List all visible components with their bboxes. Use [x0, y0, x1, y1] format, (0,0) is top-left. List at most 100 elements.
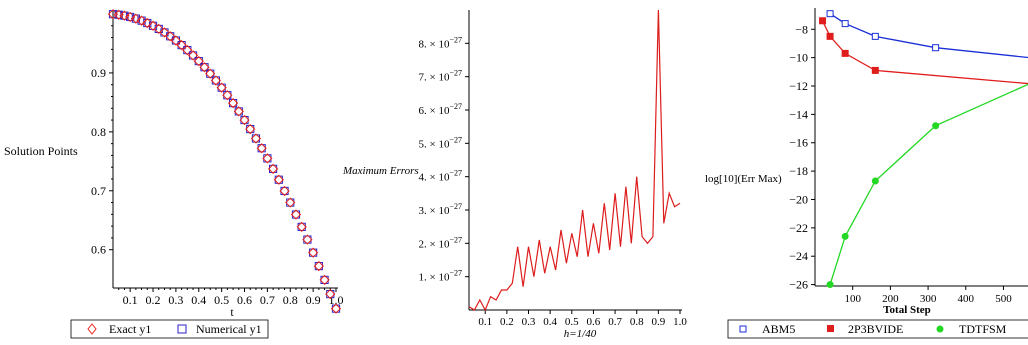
- exact-y1-point: [113, 9, 124, 20]
- x-tick-label: 0.6: [587, 316, 601, 328]
- x-tick-label: 0.3: [522, 316, 536, 328]
- exact-y1-point: [199, 62, 210, 73]
- log-error-marks: [819, 10, 1028, 289]
- solution-points-axes: 0.1 0.2 0.3 0.4 0.5 0.6 0.7 0.8 0.9 1.00.60.70.80…: [91, 10, 344, 307]
- abm5-point: [826, 10, 834, 18]
- x-tick-label: 0.9: [306, 293, 321, 307]
- numerical-y1-point: [166, 32, 175, 41]
- log-error-legend: ABM5 2P3BVIDE TDTFSM: [727, 319, 1028, 339]
- exact-y1-point: [153, 23, 164, 35]
- y-tick-label: 1. × 10−27: [419, 269, 462, 284]
- 2p3bvide-line: [821, 20, 1028, 85]
- legend-label-2p3bvide: 2P3BVIDE: [848, 322, 903, 336]
- tdtfsm-point: [841, 232, 849, 240]
- legend-label-tdtfsm: TDTFSM: [959, 322, 1007, 336]
- x-tick-label: 0.3: [168, 293, 183, 307]
- x-tick-label: 0.1: [123, 293, 138, 307]
- tdtfsm-point: [932, 122, 940, 130]
- exact-y1-point: [165, 31, 176, 42]
- numerical-y1-point: [228, 99, 238, 108]
- exact-y1-point: [296, 221, 307, 232]
- y-tick-label: 6. × 10−27: [419, 102, 462, 117]
- exact-y1-point: [216, 82, 227, 93]
- numerical-y1-point: [177, 41, 186, 50]
- y-tick-label: −8: [795, 22, 808, 36]
- legend-frame: [70, 319, 269, 339]
- numerical-y1-point: [217, 83, 226, 92]
- numerical-y1-point: [274, 175, 283, 184]
- x-tick-label: 0.7: [608, 316, 622, 328]
- x-tick-label: 200: [882, 293, 899, 305]
- exact-y1-point: [267, 163, 279, 174]
- exact-y1-point: [187, 50, 199, 61]
- tdtfsm-point: [871, 177, 879, 185]
- y-tick-label: −10: [789, 51, 808, 65]
- exact-y1-point: [142, 17, 153, 29]
- x-tick-label: 300: [920, 293, 937, 305]
- exact-y1-point: [205, 68, 216, 79]
- numerical-y1-point: [120, 11, 129, 20]
- y-tick-label: −22: [789, 221, 808, 235]
- y-tick-label: 8. × 10−27: [419, 35, 462, 50]
- maximum-errors-chart: 0.1 0.2 0.3 0.4 0.5 0.6 0.7 0.8 0.9 1.0 1. × 10−27…: [342, 9, 687, 340]
- log-error-axes: 100200300400500600−8−10−12−14−16−18−20−2…: [789, 8, 1028, 305]
- y-tick-label: −12: [789, 79, 808, 93]
- x-tick-label: 0.6: [237, 293, 252, 307]
- exact-y1-point: [210, 75, 222, 86]
- numerical-y1-point: [269, 164, 278, 173]
- exact-y1-point: [308, 247, 319, 258]
- legend-label-numerical: Numerical y1: [196, 322, 262, 336]
- x-tick-label: 0.4: [191, 293, 206, 307]
- exact-y1-point: [330, 303, 342, 314]
- numerical-y1-point: [314, 261, 323, 271]
- exact-y1-point: [313, 260, 324, 272]
- exact-y1-point: [170, 35, 182, 46]
- exact-y1-point: [147, 20, 159, 31]
- numerical-y1-point: [303, 235, 312, 244]
- numerical-y1-point: [320, 275, 329, 284]
- exact-y1-point: [193, 56, 204, 67]
- numerical-y1-point: [234, 107, 243, 116]
- maximum-errors-marks: [468, 9, 681, 312]
- solution-points-marks: [107, 9, 342, 314]
- numerical-y1-point: [183, 45, 192, 55]
- abm5-point: [871, 32, 879, 40]
- exact-y1-point: [262, 153, 273, 164]
- numerical-y1-point: [246, 124, 255, 134]
- legend-marker-tdtfsm: [936, 325, 944, 333]
- x-tick-label: 1.0: [673, 316, 687, 328]
- y-tick-label: 0.7: [91, 184, 106, 198]
- exact-y1-point: [250, 133, 262, 144]
- x-tick-label: 400: [958, 293, 975, 305]
- exact-y1-point: [119, 10, 130, 21]
- solution-points-legend: Exact y1 Numerical y1: [70, 319, 269, 339]
- x-tick-label: 0.2: [500, 316, 514, 328]
- y-tick-label: −16: [789, 136, 808, 150]
- exact-y1-point: [182, 44, 193, 56]
- x-tick-label: 0.4: [543, 316, 557, 328]
- numerical-y1-point: [251, 134, 261, 143]
- legend-label-exact: Exact y1: [109, 322, 151, 336]
- abm5-point: [932, 44, 940, 52]
- numerical-y1-point: [263, 154, 272, 163]
- y-tick-label: 0.8: [91, 125, 106, 139]
- maximum-errors-xlabel: h=1/40: [564, 328, 597, 340]
- numerical-y1-point: [211, 76, 221, 85]
- maximum-errors-axes: 0.1 0.2 0.3 0.4 0.5 0.6 0.7 0.8 0.9 1.0 1. × 10−27…: [419, 10, 687, 328]
- exact-y1-point: [273, 174, 284, 185]
- max-error-line: [468, 9, 681, 312]
- y-tick-label: 4. × 10−27: [419, 169, 462, 184]
- x-tick-label: 0.8: [283, 293, 298, 307]
- numerical-y1-point: [280, 186, 289, 196]
- 2p3bvide-point: [819, 17, 827, 25]
- numerical-y1-point: [188, 51, 198, 60]
- maximum-errors-ylabel: Maximum Errors: [342, 165, 419, 177]
- y-tick-label: 5. × 10−27: [419, 135, 462, 150]
- exact-y1-point: [227, 98, 239, 109]
- abm5-line: [829, 13, 1028, 59]
- numerical-y1-point: [331, 304, 341, 313]
- y-tick-label: 7. × 10−27: [419, 69, 462, 84]
- 2p3bvide-point: [826, 32, 834, 40]
- x-tick-label: 0.5: [565, 316, 579, 328]
